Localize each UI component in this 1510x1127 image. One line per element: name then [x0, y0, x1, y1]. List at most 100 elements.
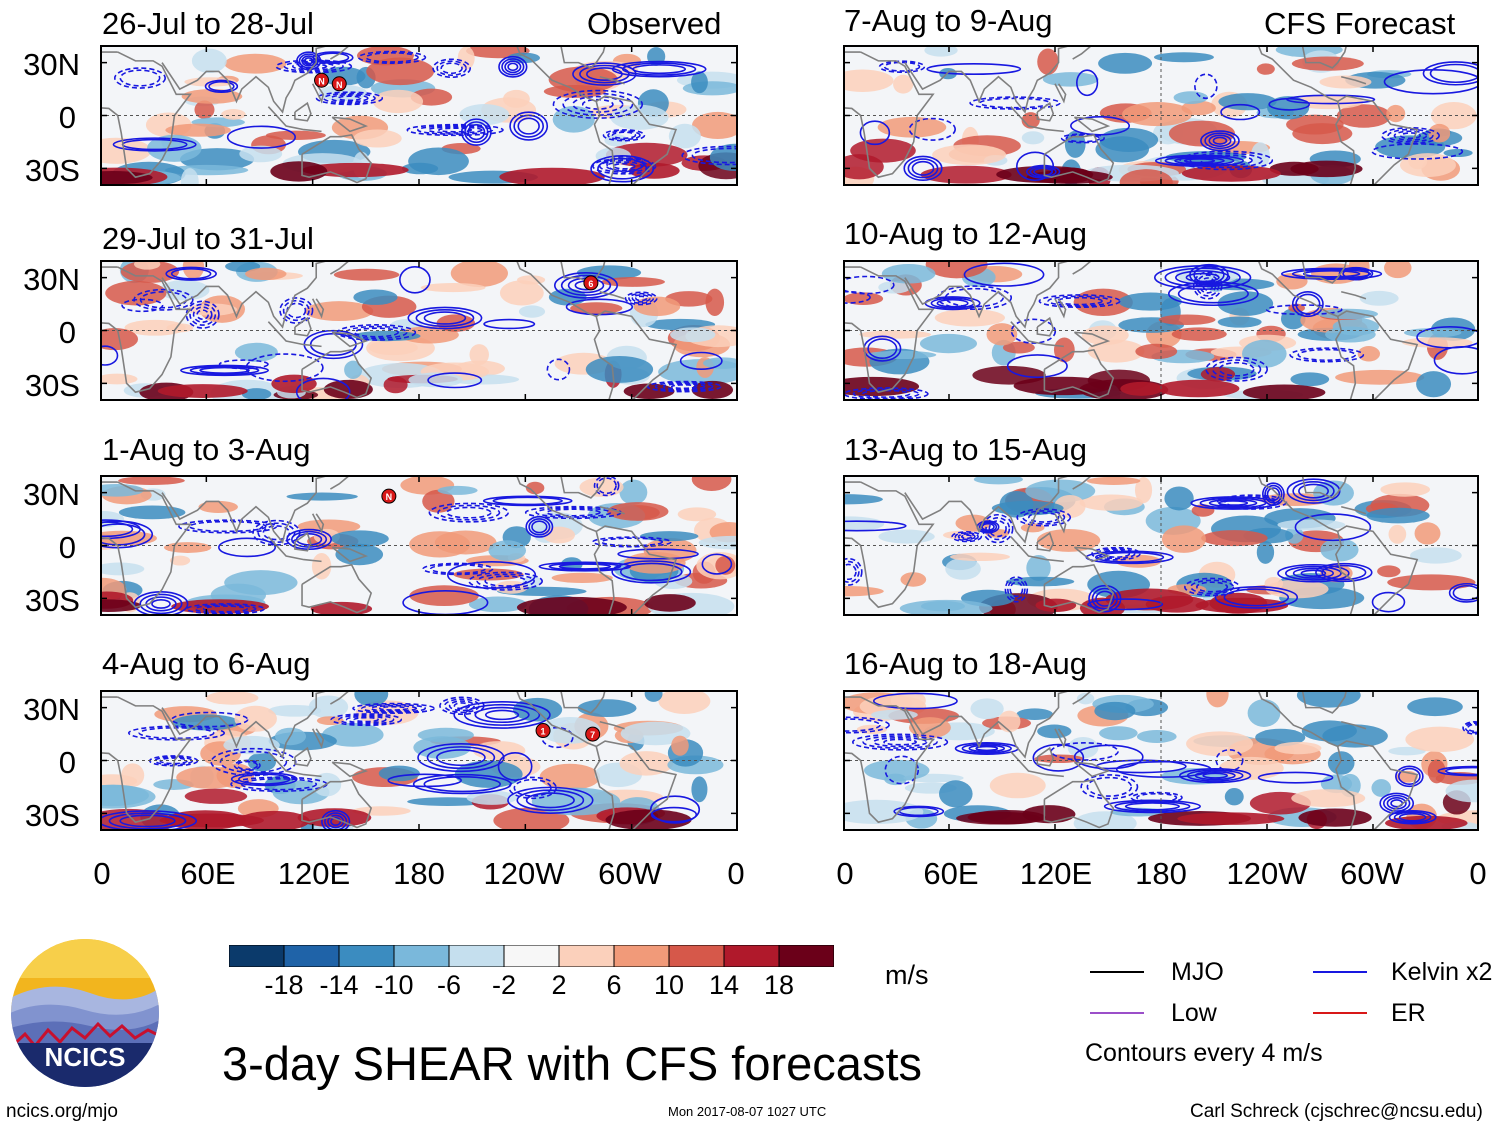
coastline [294, 101, 312, 122]
kelvin-contour [843, 560, 860, 583]
shear-blob [1428, 123, 1451, 143]
shear-blob-strong [100, 170, 153, 185]
legend-line-mjo [1090, 971, 1144, 973]
shear-blob [450, 260, 508, 288]
shear-blob [1099, 127, 1159, 152]
coastline [161, 690, 331, 759]
coastline [311, 728, 325, 749]
map-panel-obs-2: 6 [100, 260, 738, 401]
kelvin-contour [1022, 510, 1066, 525]
kelvin-contour [202, 605, 248, 613]
shear-blob [268, 704, 322, 717]
kelvin-contour [119, 69, 161, 87]
coastline [1341, 720, 1367, 730]
coastline [1072, 475, 1093, 490]
coastline [1073, 331, 1111, 348]
map-frame [843, 475, 1479, 616]
shear-blob [1026, 555, 1051, 581]
coastline [1043, 564, 1115, 614]
panel-title-obs-2: 29-Jul to 31-Jul [102, 221, 314, 256]
shear-blob [843, 69, 894, 92]
kelvin-contour [1379, 792, 1415, 814]
colorbar-label: -18 [264, 970, 304, 1000]
kelvin-contour [357, 50, 427, 65]
kelvin-contour [1212, 136, 1228, 145]
observed-label: Observed [587, 6, 722, 41]
footer-url[interactable]: ncics.org/mjo [6, 1101, 118, 1122]
shear-blob [843, 586, 884, 597]
coastline [301, 349, 373, 399]
shear-blob-strong [516, 596, 627, 616]
kelvin-contour [1029, 166, 1057, 178]
kelvin-contour [1006, 354, 1068, 379]
storm-label: N [386, 492, 393, 502]
kelvin-contour [443, 698, 480, 714]
shear-blob [1134, 477, 1153, 504]
kelvin-contour [365, 52, 419, 63]
kelvin-contour [883, 738, 917, 746]
shear-blob-strong [605, 809, 692, 831]
kelvin-contour [100, 345, 119, 366]
kelvin-contour [951, 531, 983, 543]
kelvin-contour [1175, 270, 1231, 285]
map-frame [100, 475, 738, 616]
shear-blob [1322, 724, 1388, 748]
shear-blob [1276, 273, 1308, 290]
shear-blob [333, 268, 400, 281]
coastline [1257, 260, 1357, 401]
shear-blob [881, 264, 936, 284]
shear-blob-strong [323, 379, 373, 399]
shear-blob [1247, 699, 1281, 727]
kelvin-contour [170, 268, 212, 280]
kelvin-contour [1070, 116, 1131, 136]
shear-blob [1427, 759, 1446, 784]
kelvin-contour [513, 778, 552, 797]
kelvin-contour [1080, 774, 1139, 800]
kelvin-contour [1280, 267, 1383, 280]
shear-blob [1021, 131, 1045, 145]
kelvin-contour [649, 795, 701, 824]
shear-blob [691, 71, 708, 94]
shear-blob [499, 280, 544, 306]
shear-blob [466, 790, 518, 805]
shear-blob [970, 698, 1004, 720]
kelvin-contour [1032, 743, 1085, 772]
coastline [559, 45, 606, 69]
kelvin-contour [1204, 132, 1236, 150]
storm-label: 6 [588, 279, 593, 289]
kelvin-contour [192, 306, 213, 323]
shear-blob [366, 57, 435, 86]
coastline [329, 475, 351, 490]
kelvin-contour [1086, 776, 1133, 797]
kelvin-contour [165, 266, 217, 281]
kelvin-contour [283, 60, 344, 73]
shear-blob [1443, 148, 1473, 158]
kelvin-contour [1056, 296, 1103, 306]
shear-blob-strong [967, 810, 1046, 825]
kelvin-contour [599, 159, 650, 173]
shear-blob [488, 540, 527, 561]
shear-blob [1135, 343, 1178, 360]
kelvin-contour [189, 365, 260, 376]
kelvin-contour [1294, 513, 1372, 542]
map-frame [843, 260, 1479, 401]
coastline [301, 564, 373, 614]
shear-blob [552, 105, 595, 133]
map-frame [100, 45, 738, 186]
kelvin-contour [1186, 769, 1244, 782]
colorbar-label: 14 [708, 970, 740, 1000]
coastline [267, 321, 322, 348]
coastline [1073, 116, 1111, 133]
kelvin-contour [1208, 134, 1232, 147]
shear-blob [691, 475, 732, 491]
units-label: m/s [885, 960, 929, 990]
shear-blob [539, 716, 601, 744]
coastline [1054, 298, 1067, 319]
shear-blob [1158, 314, 1216, 325]
shear-blob [354, 690, 389, 707]
kelvin-contour [1399, 132, 1422, 140]
kelvin-contour [1388, 810, 1437, 825]
kelvin-contour [295, 377, 351, 401]
shear-blob [1005, 576, 1075, 587]
coastline [100, 696, 192, 824]
